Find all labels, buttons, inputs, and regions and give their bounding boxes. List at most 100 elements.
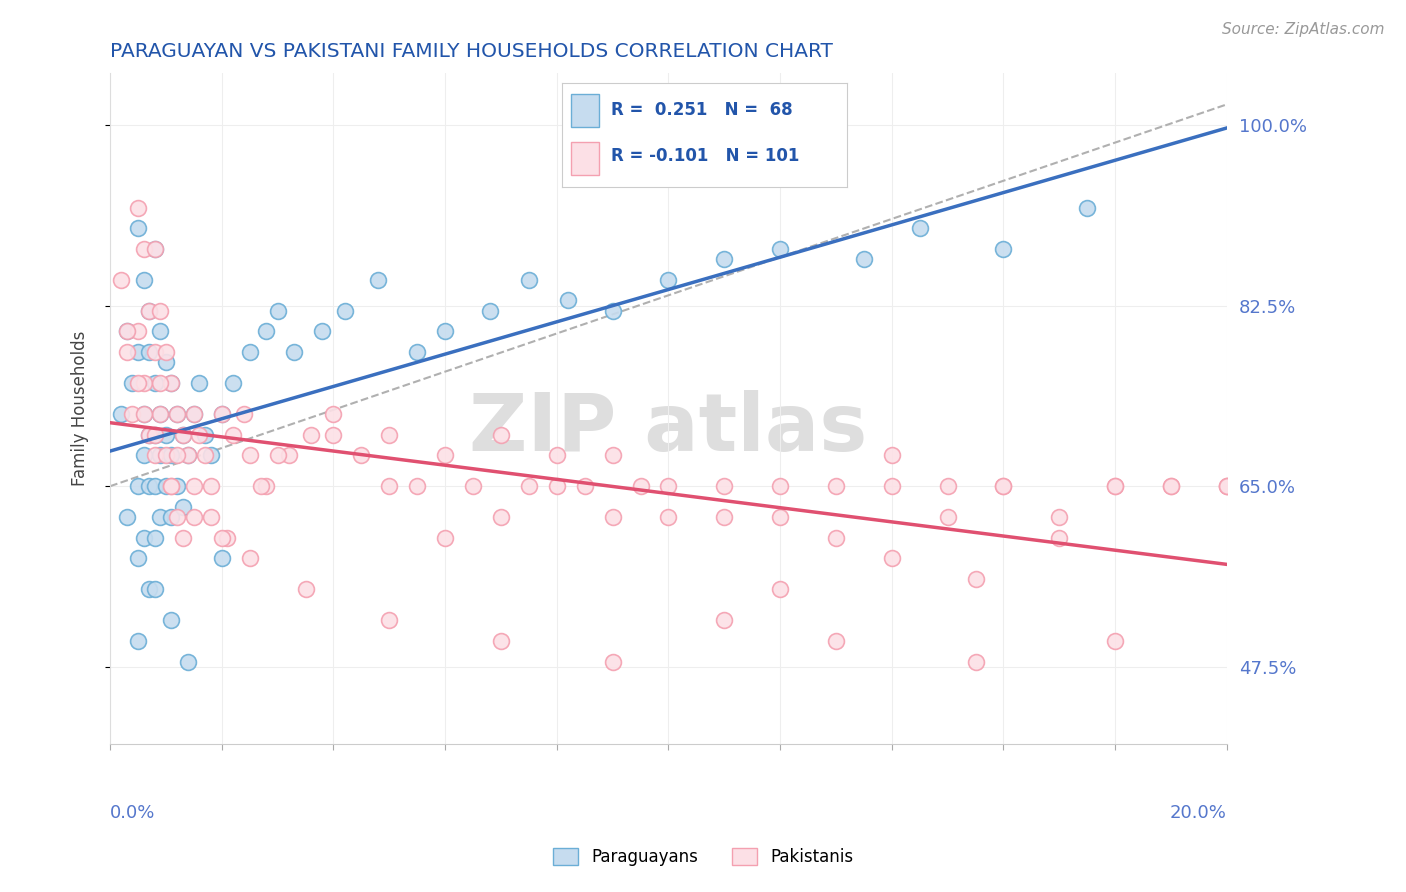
Point (908, 221, 931, 235)
Text: PARAGUAYAN VS PAKISTANI FAMILY HOUSEHOLDS CORRELATION CHART: PARAGUAYAN VS PAKISTANI FAMILY HOUSEHOLD… (110, 42, 832, 61)
Point (557, 293, 579, 308)
Point (127, 479, 149, 493)
Point (132, 242, 155, 256)
Point (160, 510, 183, 524)
Point (194, 448, 217, 462)
Point (200, 479, 222, 493)
Point (115, 510, 138, 524)
Point (160, 479, 183, 493)
Point (283, 345, 305, 359)
Point (200, 448, 222, 462)
Point (713, 479, 735, 493)
Point (172, 500, 194, 514)
Point (143, 345, 166, 359)
Point (183, 407, 205, 421)
Point (188, 376, 211, 390)
Point (183, 510, 205, 524)
Point (155, 355, 177, 369)
Point (478, 303, 501, 318)
Point (132, 407, 155, 421)
Legend: Paraguayans, Pakistanis: Paraguayans, Pakistanis (544, 840, 862, 875)
Point (713, 613, 735, 627)
Point (194, 427, 217, 442)
Point (322, 427, 344, 442)
Point (217, 531, 239, 545)
Point (132, 273, 155, 287)
Point (211, 407, 233, 421)
Point (183, 479, 205, 493)
Point (461, 479, 484, 493)
Point (211, 407, 233, 421)
Point (143, 242, 166, 256)
Point (121, 376, 143, 390)
Point (769, 510, 792, 524)
Point (172, 427, 194, 442)
Point (1160, 479, 1182, 493)
Point (149, 325, 172, 339)
Point (254, 479, 277, 493)
Point (936, 479, 959, 493)
Point (172, 531, 194, 545)
Point (138, 427, 160, 442)
Point (769, 242, 792, 256)
Point (177, 448, 200, 462)
Point (132, 448, 155, 462)
Point (825, 634, 848, 648)
Point (602, 303, 624, 318)
Point (630, 479, 652, 493)
Point (127, 201, 149, 215)
Point (880, 551, 903, 566)
Point (143, 582, 166, 597)
Point (602, 510, 624, 524)
Point (211, 531, 233, 545)
Point (166, 479, 188, 493)
Point (132, 531, 155, 545)
Point (239, 448, 262, 462)
Point (149, 448, 172, 462)
Point (657, 510, 679, 524)
Point (127, 325, 149, 339)
Point (239, 551, 262, 566)
Point (160, 479, 183, 493)
Text: 20.0%: 20.0% (1170, 804, 1227, 822)
Point (367, 273, 389, 287)
Point (143, 448, 166, 462)
Point (143, 427, 166, 442)
Point (1047, 531, 1070, 545)
Point (769, 479, 792, 493)
Point (1216, 479, 1239, 493)
Point (993, 479, 1015, 493)
Point (378, 427, 401, 442)
Point (138, 479, 160, 493)
Point (489, 427, 512, 442)
Point (149, 303, 172, 318)
Point (546, 479, 568, 493)
Point (166, 407, 188, 421)
Point (965, 572, 987, 586)
Y-axis label: Family Households: Family Households (72, 331, 89, 486)
Point (434, 448, 457, 462)
Point (155, 448, 177, 462)
Point (825, 479, 848, 493)
Point (350, 448, 373, 462)
Point (769, 582, 792, 597)
Point (574, 479, 596, 493)
Point (299, 427, 322, 442)
Point (110, 273, 132, 287)
Point (993, 242, 1015, 256)
Point (1216, 479, 1239, 493)
Point (110, 407, 132, 421)
Point (132, 376, 155, 390)
Point (602, 448, 624, 462)
Point (1160, 479, 1182, 493)
Point (1076, 201, 1098, 215)
Point (138, 303, 160, 318)
Point (993, 479, 1015, 493)
Point (115, 325, 138, 339)
Point (155, 345, 177, 359)
Point (965, 655, 987, 669)
Point (188, 427, 211, 442)
Point (200, 510, 222, 524)
Point (333, 303, 356, 318)
Point (657, 273, 679, 287)
